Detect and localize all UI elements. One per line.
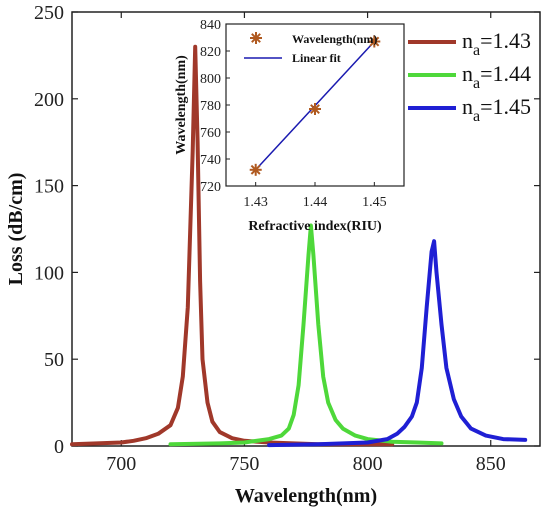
legend-subscript: a	[473, 42, 480, 59]
series-line-3	[267, 239, 528, 448]
inset-legend-label-1: Wavelength(nm)	[292, 32, 377, 46]
inset-y-tick-label: 820	[200, 45, 221, 60]
star-marker-stroke	[310, 104, 320, 115]
inset-x-tick-label: 1.43	[243, 195, 268, 210]
inset-y-tick-label: 720	[200, 180, 221, 195]
legend-label-3: na=1.45	[462, 94, 531, 125]
inset-legend-marker	[250, 32, 262, 44]
inset-data-point	[368, 35, 381, 48]
inset-y-tick-label: 740	[200, 153, 221, 168]
star-marker-stroke	[369, 36, 380, 47]
legend-value: =1.43	[480, 28, 531, 53]
y-axis-title: Loss (dB/cm)	[5, 173, 27, 286]
x-tick-label: 800	[353, 453, 383, 475]
y-tick-label: 100	[34, 262, 64, 284]
y-tick-label: 250	[34, 2, 64, 24]
y-tick-label: 200	[34, 89, 64, 111]
star-marker-stroke	[251, 33, 261, 43]
y-tick-label: 150	[34, 176, 64, 198]
inset-y-tick-label: 840	[200, 18, 221, 33]
x-tick-label: 850	[476, 453, 506, 475]
inset-y-tick-label: 800	[200, 72, 221, 87]
inset-plot: 720 740 760 780 800 820 840 1.43 1.44 1.45 Refract…	[174, 18, 405, 234]
legend-subscript: a	[473, 75, 480, 92]
legend-label-1: na=1.43	[462, 28, 531, 59]
inset-data-point	[309, 103, 321, 115]
y-tick-label: 50	[44, 349, 64, 371]
star-marker-stroke	[250, 164, 261, 175]
x-axis-title: Wavelength(nm)	[235, 485, 377, 507]
legend-label-2: na=1.44	[462, 61, 531, 92]
x-tick-label: 700	[106, 453, 136, 475]
inset-y-tick-label: 780	[200, 99, 221, 114]
inset-y-tick-label: 760	[200, 126, 221, 141]
legend-subscript: a	[473, 108, 480, 125]
legend-symbol: n	[462, 28, 473, 53]
inset-x-tick-label: 1.44	[303, 195, 328, 210]
inset-x-tick-label: 1.45	[362, 195, 387, 210]
inset-x-axis-title: Refractive index(RIU)	[248, 219, 382, 234]
x-tick-label: 750	[229, 453, 259, 475]
y-tick-label: 0	[54, 436, 64, 458]
legend-symbol: n	[462, 61, 473, 86]
series-line-2	[168, 223, 444, 447]
legend-value: =1.44	[480, 61, 531, 86]
inset-y-axis-title: Wavelength(nm)	[174, 55, 189, 155]
inset-data-point	[249, 163, 262, 176]
legend-symbol: n	[462, 94, 473, 119]
legend-value: =1.45	[480, 94, 531, 119]
main-plot: 0 50 100 150 200 250 700 750 800 850 Wavelength(nm…	[5, 2, 541, 507]
inset-legend-label-2: Linear fit	[292, 51, 341, 65]
